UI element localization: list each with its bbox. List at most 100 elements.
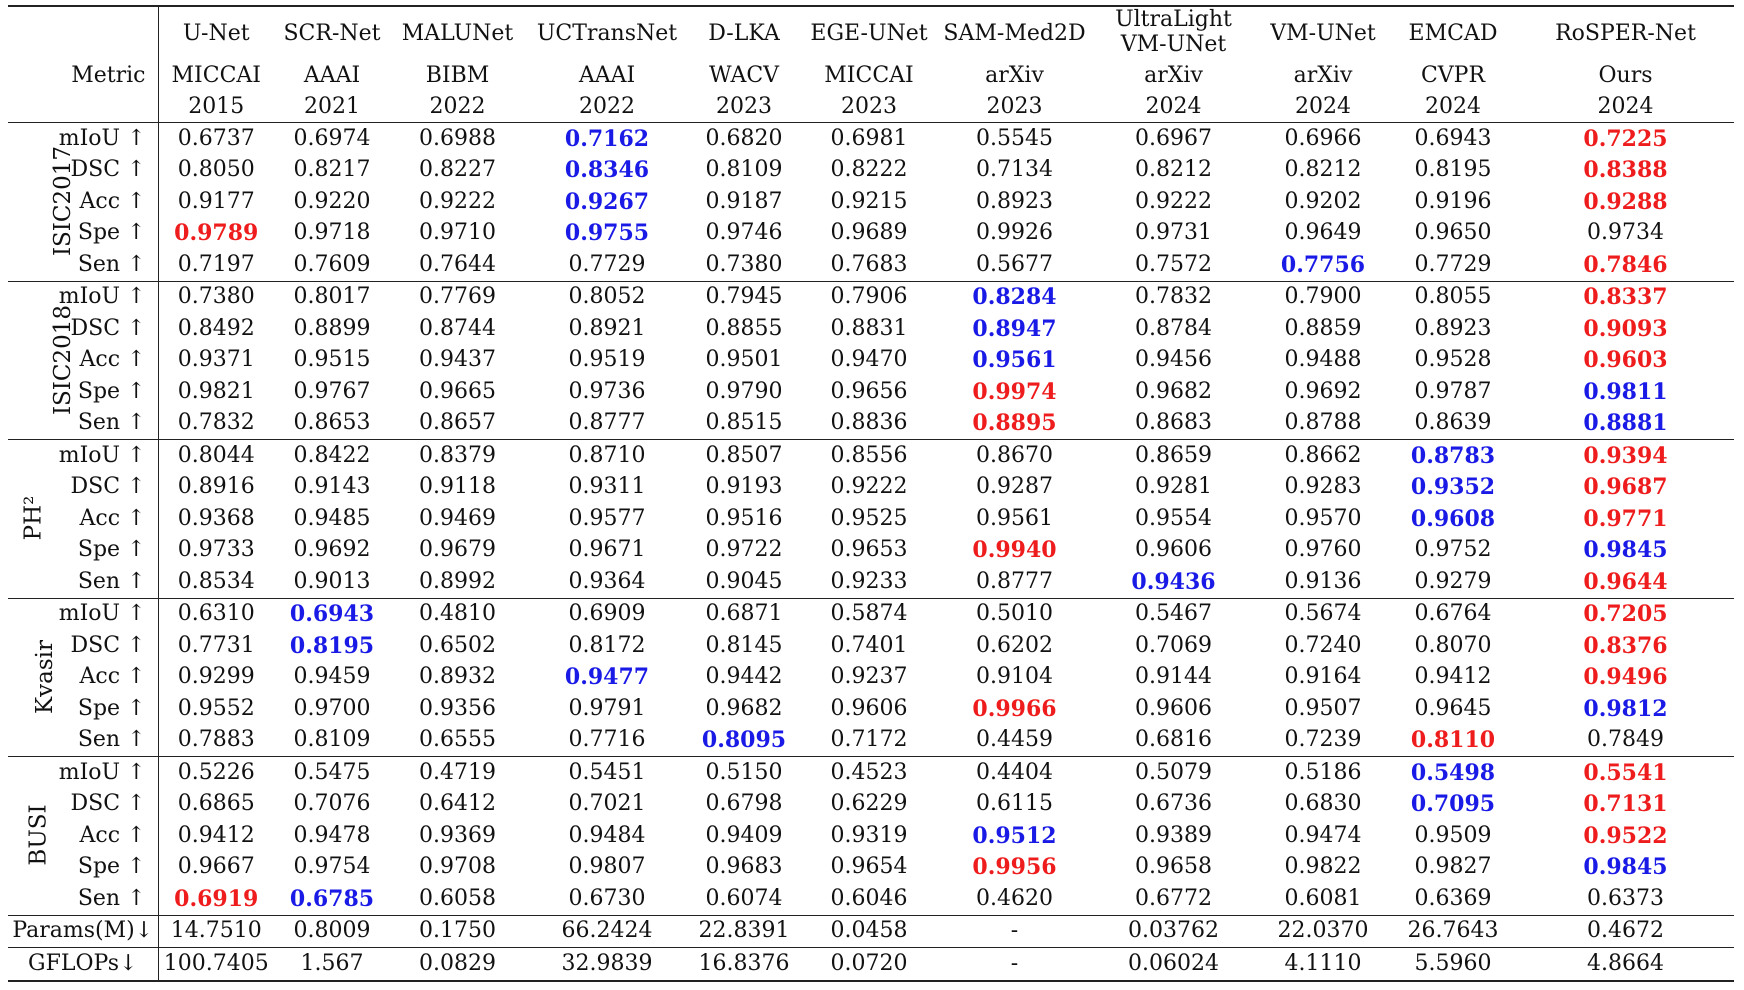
value-cell: 0.9222: [419, 188, 496, 214]
value-cell: 0.5475: [274, 756, 390, 789]
value-cell: 0.7731: [177, 632, 255, 658]
value-cell: 0.6909: [525, 597, 689, 630]
metric-label: DSC ↑: [58, 313, 159, 345]
metric-label: mIoU ↑: [58, 280, 159, 313]
table-row: Acc ↑ 0.9371 0.9515 0.9437 0.9519 0.9501 0.947…: [8, 344, 1734, 376]
value-cell: 0.4672: [1517, 914, 1734, 948]
metric-label: DSC ↑: [58, 471, 159, 503]
value-cell: 0.5010: [939, 597, 1090, 630]
value-cell: 4.8664: [1517, 947, 1734, 982]
model-venue: arXiv: [1144, 62, 1203, 88]
value-cell: 0.9606: [830, 695, 908, 721]
value-cell: 0.5186: [1257, 756, 1389, 789]
value-cell: 0.7716: [568, 727, 646, 753]
value-cell: 0.8662: [1257, 439, 1389, 472]
metric-label: mIoU ↑: [58, 439, 159, 472]
value-cell: 0.9356: [419, 695, 496, 721]
value-cell-second: 0.8195: [289, 632, 375, 659]
dataset-name: ISIC2018: [50, 304, 77, 415]
metric-label: DSC ↑: [58, 630, 159, 662]
value-cell: 0.6555: [419, 727, 496, 753]
value-cell: 0.1750: [390, 914, 525, 948]
value-cell: 0.8788: [1284, 410, 1362, 436]
value-cell: 0.9650: [1414, 220, 1492, 246]
value-cell-second: 0.8346: [564, 157, 650, 184]
value-cell: 0.8195: [1414, 157, 1492, 183]
value-cell: 0.6115: [976, 791, 1053, 817]
value-cell-best: 0.7225: [1517, 122, 1734, 155]
metric-label: Sen ↑: [58, 249, 159, 281]
metric-label: Spe ↑: [58, 534, 159, 566]
value-cell: 0.9470: [830, 347, 908, 373]
value-cell: 0.8070: [1414, 632, 1492, 658]
value-cell: 0.9279: [1414, 568, 1492, 594]
value-cell: 0.9220: [293, 188, 371, 214]
table-row: DSC ↑ 0.8050 0.8217 0.8227 0.8346 0.8109 0.822…: [8, 154, 1734, 186]
value-cell: 0.9187: [705, 188, 783, 214]
value-cell: 0.4810: [390, 597, 525, 630]
value-cell: 0.06024: [1090, 947, 1257, 982]
model-year: 2022: [429, 93, 486, 119]
value-cell-best: 0.9789: [174, 220, 259, 247]
value-cell: 0.9164: [1284, 664, 1362, 690]
table-row: ISIC2017 mIoU ↑ 0.6737 0.6974 0.6988 0.7162 0.…: [8, 122, 1734, 281]
value-cell-second: 0.7756: [1280, 251, 1366, 278]
value-cell-best: 0.9496: [1583, 664, 1668, 691]
value-cell-best: 0.8337: [1517, 280, 1734, 313]
value-cell: 0.7380: [158, 280, 274, 313]
metric-label: Spe ↑: [58, 376, 159, 408]
value-cell: 0.6772: [1135, 885, 1212, 911]
value-cell: 0.8055: [1389, 280, 1517, 313]
table-row: DSC ↑ 0.8916 0.9143 0.9118 0.9311 0.9193 0.922…: [8, 471, 1734, 503]
value-cell: 0.6871: [689, 597, 799, 630]
value-cell: 0.9671: [568, 537, 646, 563]
value-cell-best: 0.6919: [174, 885, 259, 912]
value-cell: 0.6736: [1135, 791, 1212, 817]
value-cell: 0.9516: [705, 505, 783, 531]
metric-header: Metric: [8, 60, 159, 91]
dataset-name: ISIC2017: [50, 146, 77, 257]
value-cell-best: 0.7131: [1583, 791, 1668, 818]
metric-label: mIoU ↑: [58, 597, 159, 630]
value-cell: 0.9437: [419, 347, 496, 373]
table-row: Acc ↑ 0.9177 0.9220 0.9222 0.9267 0.9187 0.921…: [8, 186, 1734, 218]
value-cell: 0.9787: [1414, 378, 1492, 404]
value-cell: 0.8659: [1090, 439, 1257, 472]
value-cell-best: 0.7846: [1583, 251, 1668, 278]
value-cell: 0.8556: [799, 439, 939, 472]
table-row: DSC ↑ 0.7731 0.8195 0.6502 0.8172 0.8145 0.740…: [8, 630, 1734, 662]
value-cell: 0.8227: [419, 157, 496, 183]
value-cell: 0.6373: [1587, 885, 1664, 911]
value-cell: 0.9469: [419, 505, 496, 531]
value-cell: 0.7883: [177, 727, 255, 753]
table-row: Spe ↑ 0.9667 0.9754 0.9708 0.9807 0.9683 0.965…: [8, 851, 1734, 883]
value-cell: 0.6310: [158, 597, 274, 630]
value-cell: 0.7769: [390, 280, 525, 313]
metric-label: Acc ↑: [58, 661, 159, 693]
value-cell: 0.8109: [293, 727, 371, 753]
value-cell: 0.7729: [1414, 251, 1492, 277]
model-name-ege-unet: EGE-UNet: [799, 5, 939, 60]
value-cell-second: 0.9812: [1583, 695, 1668, 722]
model-venue: MICCAI: [171, 62, 261, 88]
model-year: 2024: [1425, 93, 1481, 119]
value-cell: 0.8534: [177, 568, 255, 594]
value-cell: 0.9299: [177, 664, 255, 690]
table-row: Spe ↑ 0.9733 0.9692 0.9679 0.9671 0.9722 0.965…: [8, 534, 1734, 566]
value-cell: 0.7240: [1284, 632, 1362, 658]
value-cell: 0.9311: [568, 474, 646, 500]
value-cell: 0.9233: [830, 568, 908, 594]
value-cell: 0.9552: [177, 695, 255, 721]
table-row: ISIC2018 mIoU ↑ 0.7380 0.8017 0.7769 0.8052 0.…: [8, 280, 1734, 440]
value-cell: 0.9202: [1284, 188, 1362, 214]
value-cell-second: 0.9561: [972, 347, 1057, 374]
value-cell: 100.7405: [158, 947, 274, 982]
value-cell: 0.7832: [177, 410, 255, 436]
model-venue: AAAI: [578, 62, 636, 88]
model-year: 2015: [188, 93, 245, 119]
value-cell: 0.7572: [1135, 251, 1212, 277]
value-cell: 0.5874: [799, 597, 939, 630]
value-cell: 0.9442: [705, 664, 783, 690]
value-cell-second: 0.9755: [564, 220, 650, 247]
value-cell-best: 0.9394: [1517, 439, 1734, 472]
